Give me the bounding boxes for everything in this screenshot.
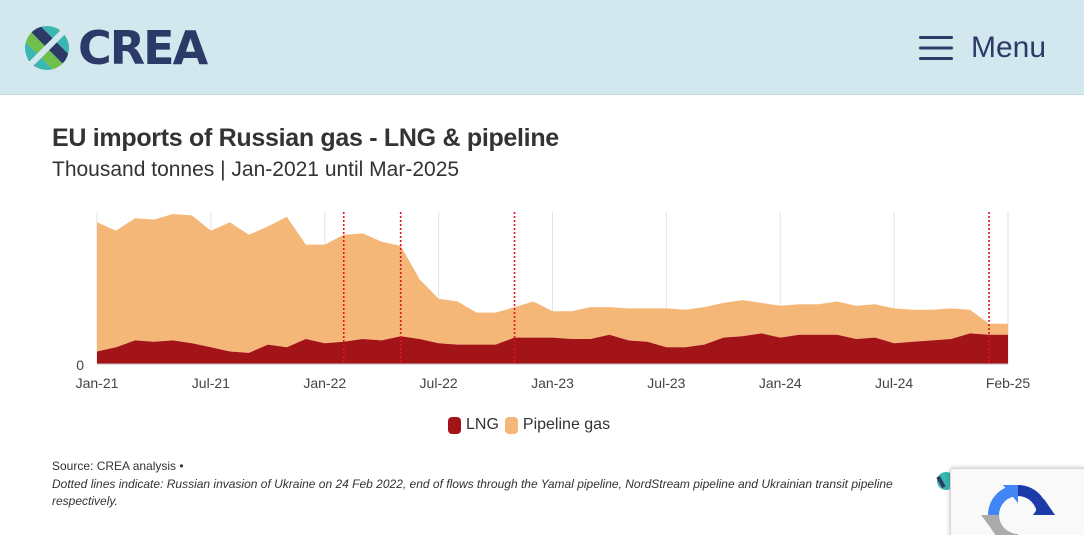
x-tick-label: Jan-21	[76, 375, 119, 391]
recaptcha-badge[interactable]	[950, 468, 1084, 535]
legend-swatch-lng	[448, 416, 461, 434]
menu-button[interactable]: Menu	[918, 28, 1046, 68]
x-tick-label: Jul-22	[420, 375, 458, 391]
hamburger-icon	[918, 36, 953, 60]
x-tick-label: Jul-24	[875, 375, 913, 391]
legend-label-pipeline: Pipeline gas	[522, 416, 611, 433]
chart-title: EU imports of Russian gas - LNG & pipeli…	[52, 124, 559, 152]
chart-legend: LNG Pipeline gas	[448, 416, 616, 434]
pipeline-gas-area	[97, 214, 1008, 353]
legend-swatch-pipeline	[504, 416, 518, 434]
logo-text: CREA	[78, 21, 208, 75]
legend-item-pipeline[interactable]: Pipeline gas	[504, 416, 611, 434]
x-tick-label: Jul-23	[647, 375, 685, 391]
lng-area	[97, 333, 1008, 364]
recaptcha-icon	[981, 485, 1055, 535]
x-tick-label: Jan-24	[759, 375, 802, 391]
x-tick-label: Jul-21	[192, 375, 230, 391]
legend-item-lng[interactable]: LNG	[448, 416, 499, 434]
crea-small-logo-icon	[936, 472, 950, 490]
menu-label: Menu	[970, 31, 1046, 64]
crea-logo[interactable]: CREA	[24, 21, 208, 75]
legend-label-lng: LNG	[466, 416, 499, 433]
x-tick-label: Jan-23	[531, 375, 574, 391]
crea-logo-icon	[24, 25, 70, 71]
x-tick-label: Feb-25	[986, 375, 1031, 391]
site-header: CREA Menu	[0, 0, 1084, 95]
dotted-lines-note: Dotted lines indicate: Russian invasion …	[52, 477, 893, 508]
x-tick-label: Jan-22	[303, 375, 346, 391]
source-text: Source: CREA analysis •	[52, 459, 184, 473]
area-chart: Jan-21 Jul-21 Jan-22 Jul-22 Jan-23 Jul-23 Jan-…	[76, 212, 1031, 391]
y-tick-label: 0	[76, 357, 84, 373]
chart-subtitle: Thousand tonnes | Jan-2021 until Mar-202…	[52, 158, 460, 181]
